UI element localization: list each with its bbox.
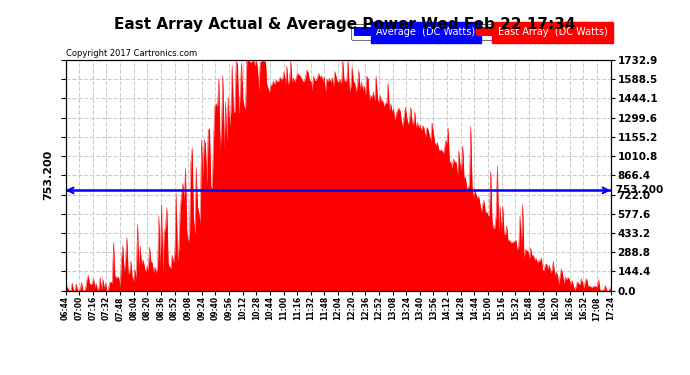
Y-axis label: 753.200: 753.200: [43, 150, 53, 200]
Text: Copyright 2017 Cartronics.com: Copyright 2017 Cartronics.com: [66, 49, 197, 58]
Legend: Average  (DC Watts), East Array  (DC Watts): Average (DC Watts), East Array (DC Watts…: [351, 24, 611, 40]
Text: East Array Actual & Average Power Wed Feb 22 17:34: East Array Actual & Average Power Wed Fe…: [115, 17, 575, 32]
Text: 753.200: 753.200: [612, 185, 664, 195]
